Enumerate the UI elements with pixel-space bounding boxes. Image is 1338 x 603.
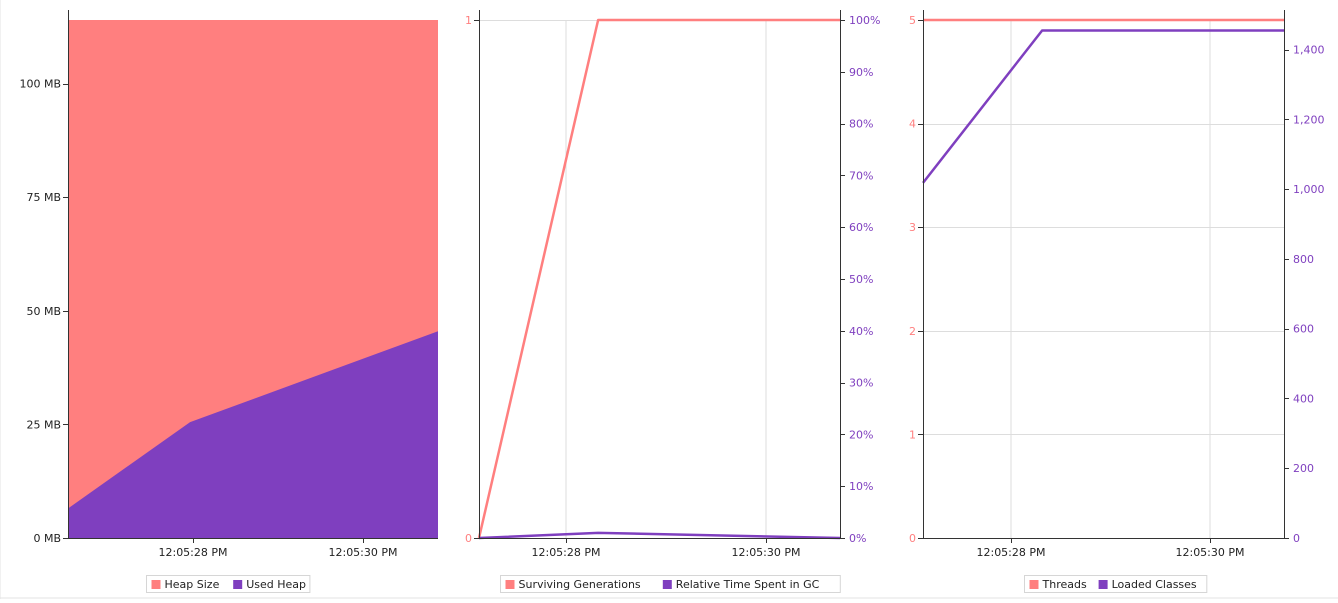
y2-tick-label: 70% — [849, 169, 873, 182]
y-tick-label: 1 — [909, 428, 916, 441]
y2-tick-label: 50% — [849, 273, 873, 286]
x-tick-label: 12:05:28 PM — [158, 546, 227, 559]
y2-tick-label: 600 — [1293, 323, 1314, 336]
y2-tick-label: 30% — [849, 377, 873, 390]
legend-label-relative-time-spent-in-gc: Relative Time Spent in GC — [676, 578, 820, 591]
y2-tick-label: 1,000 — [1293, 183, 1325, 196]
y-tick-label: 1 — [465, 14, 472, 27]
line-loaded-classes — [922, 29, 1284, 184]
legend-label-threads: Threads — [1042, 578, 1087, 591]
y2-tick-label: 0 — [1293, 532, 1300, 545]
legend-swatch-heap-size — [151, 580, 161, 589]
y-tick-label: 4 — [909, 118, 916, 131]
chart-panel-2: 010%10%20%30%40%50%60%70%80%90%100%12:05… — [465, 10, 880, 593]
y2-tick-label: 100% — [849, 14, 880, 27]
y-tick-label: 0 — [909, 532, 916, 545]
chart-panel-3: 0 1 2 3 4 5 0 200 400 600 800 1,000 1,200 1,400 12:05:… — [909, 10, 1325, 593]
y-tick-label: 25 MB — [26, 418, 61, 431]
y2-tick-label: 40% — [849, 325, 873, 338]
y-tick-label: 5 — [909, 14, 916, 27]
y2-tick-label: 60% — [849, 221, 873, 234]
legend-swatch-loaded-classes — [1098, 580, 1108, 589]
y2-tick-label: 200 — [1293, 462, 1314, 475]
legend: Surviving Generations Relative Time Spent… — [500, 575, 841, 593]
y-tick-label: 100 MB — [19, 78, 61, 91]
legend-frame — [146, 575, 311, 593]
legend-label-loaded-classes: Loaded Classes — [1112, 578, 1197, 591]
legend-swatch-used-heap — [233, 580, 243, 589]
legend: Heap Size Used Heap — [146, 575, 311, 593]
y-tick-label: 50 MB — [26, 305, 61, 318]
legend-frame — [1024, 575, 1208, 593]
legend: Threads Loaded Classes — [1024, 575, 1208, 593]
y-tick-label: 3 — [909, 221, 916, 234]
y2-tick-label: 90% — [849, 66, 873, 79]
x-tick-label: 12:05:30 PM — [1175, 546, 1244, 559]
y-tick-label: 75 MB — [26, 191, 61, 204]
legend-label-heap-size: Heap Size — [165, 578, 220, 591]
x-tick-label: 12:05:28 PM — [976, 546, 1045, 559]
legend-swatch-relative-time-spent-in-gc — [662, 580, 672, 589]
y2-tick-label: 1,200 — [1293, 113, 1325, 126]
y2-tick-label: 10% — [849, 480, 873, 493]
y2-tick-label: 1,400 — [1293, 44, 1325, 57]
legend-swatch-surviving-generations — [505, 580, 515, 589]
y-tick-label: 0 — [465, 532, 472, 545]
line-relative-time-spent-in-gc — [478, 531, 841, 540]
y2-tick-label: 400 — [1293, 392, 1314, 405]
x-tick-label: 12:05:28 PM — [531, 546, 600, 559]
x-tick-label: 12:05:30 PM — [731, 546, 800, 559]
chart-panel-1: 0 MB 25 MB 50 MB 75 MB 100 MB 12:05:28 PM 12:0… — [19, 10, 438, 593]
area-used-heap — [68, 331, 438, 538]
x-tick-label: 12:05:30 PM — [328, 546, 397, 559]
y2-tick-label: 20% — [849, 428, 873, 441]
line-surviving-generations — [477, 18, 840, 539]
y-tick-label: 0 MB — [33, 532, 61, 545]
y-tick-label: 2 — [909, 325, 916, 338]
legend-label-surviving-generations: Surviving Generations — [519, 578, 641, 591]
y2-tick-label: 0% — [849, 532, 866, 545]
legend-swatch-threads — [1029, 580, 1039, 589]
legend-label-used-heap: Used Heap — [246, 578, 306, 591]
y2-tick-label: 80% — [849, 118, 873, 131]
y2-tick-label: 800 — [1293, 253, 1314, 266]
